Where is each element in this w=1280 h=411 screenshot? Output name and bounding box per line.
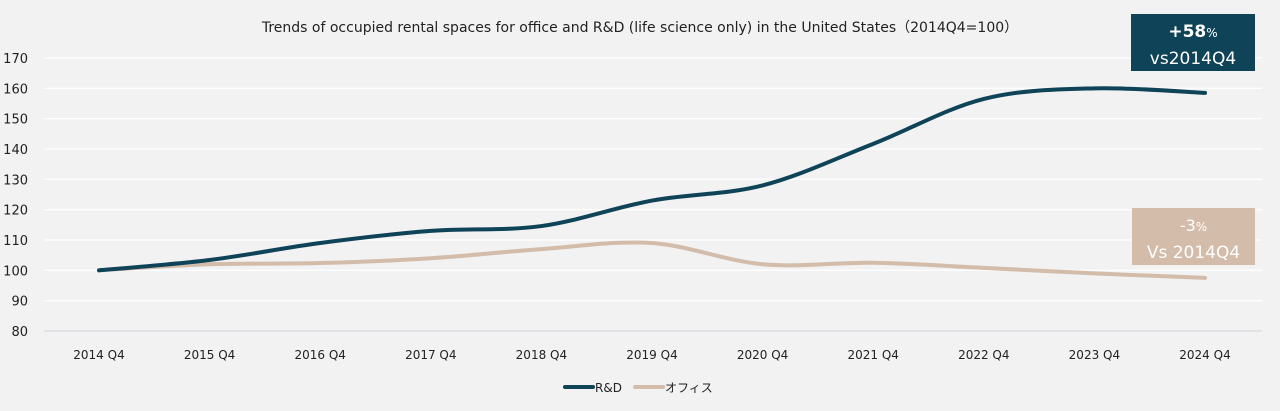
annotation-label: Vs 2014Q4 (1147, 243, 1240, 263)
x-tick-label: 2017 Q4 (405, 348, 456, 362)
legend-item: オフィス (633, 381, 713, 395)
chart-title: Trends of occupied rental spaces for off… (261, 20, 1018, 36)
x-tick-label: 2021 Q4 (847, 348, 898, 362)
x-tick-label: 2014 Q4 (73, 348, 124, 362)
annotation-value: -3% (1180, 216, 1207, 235)
x-tick-label: 2020 Q4 (737, 348, 788, 362)
y-tick-label: 170 (3, 52, 28, 67)
series-lines (97, 86, 1207, 280)
x-tick-label: 2015 Q4 (184, 348, 235, 362)
legend-item: R&D (563, 381, 622, 395)
annotation-value: +58% (1168, 22, 1217, 42)
x-tick-label: 2023 Q4 (1069, 348, 1120, 362)
x-tick-label: 2022 Q4 (958, 348, 1009, 362)
y-tick-label: 130 (3, 173, 28, 188)
legend-label: オフィス (665, 381, 713, 395)
y-tick-label: 150 (3, 113, 28, 128)
series-line-office (97, 240, 1207, 280)
y-tick-label: 160 (3, 82, 28, 97)
annotation-background (1132, 208, 1255, 265)
y-tick-label: 120 (3, 204, 28, 219)
annotation-background (1131, 14, 1255, 71)
x-tick-label: 2016 Q4 (294, 348, 345, 362)
annotation-label: vs2014Q4 (1150, 49, 1236, 69)
x-tick-label: 2018 Q4 (516, 348, 567, 362)
y-tick-label: 100 (3, 264, 28, 279)
x-tick-label: 2019 Q4 (626, 348, 677, 362)
gridlines (44, 57, 1262, 332)
x-tick-label: 2024 Q4 (1179, 348, 1230, 362)
annotation-box: +58% vs2014Q4 (1131, 14, 1255, 71)
annotation-box: -3% Vs 2014Q4 (1132, 208, 1255, 265)
y-tick-label: 90 (11, 295, 28, 310)
y-axis: 80 90 100 110 120 130 140 150 160 170 (3, 52, 28, 340)
annotations: +58% vs2014Q4 -3% Vs 2014Q4 (1131, 14, 1255, 265)
y-tick-label: 110 (3, 234, 28, 249)
legend: R&D オフィス (563, 381, 713, 395)
x-axis: 2014 Q4 2015 Q4 2016 Q4 2017 Q4 2018 Q4 2019 … (73, 348, 1230, 362)
y-tick-label: 80 (11, 325, 28, 340)
series-line-rnd (97, 86, 1207, 273)
legend-label: R&D (595, 381, 622, 395)
y-tick-label: 140 (3, 143, 28, 158)
